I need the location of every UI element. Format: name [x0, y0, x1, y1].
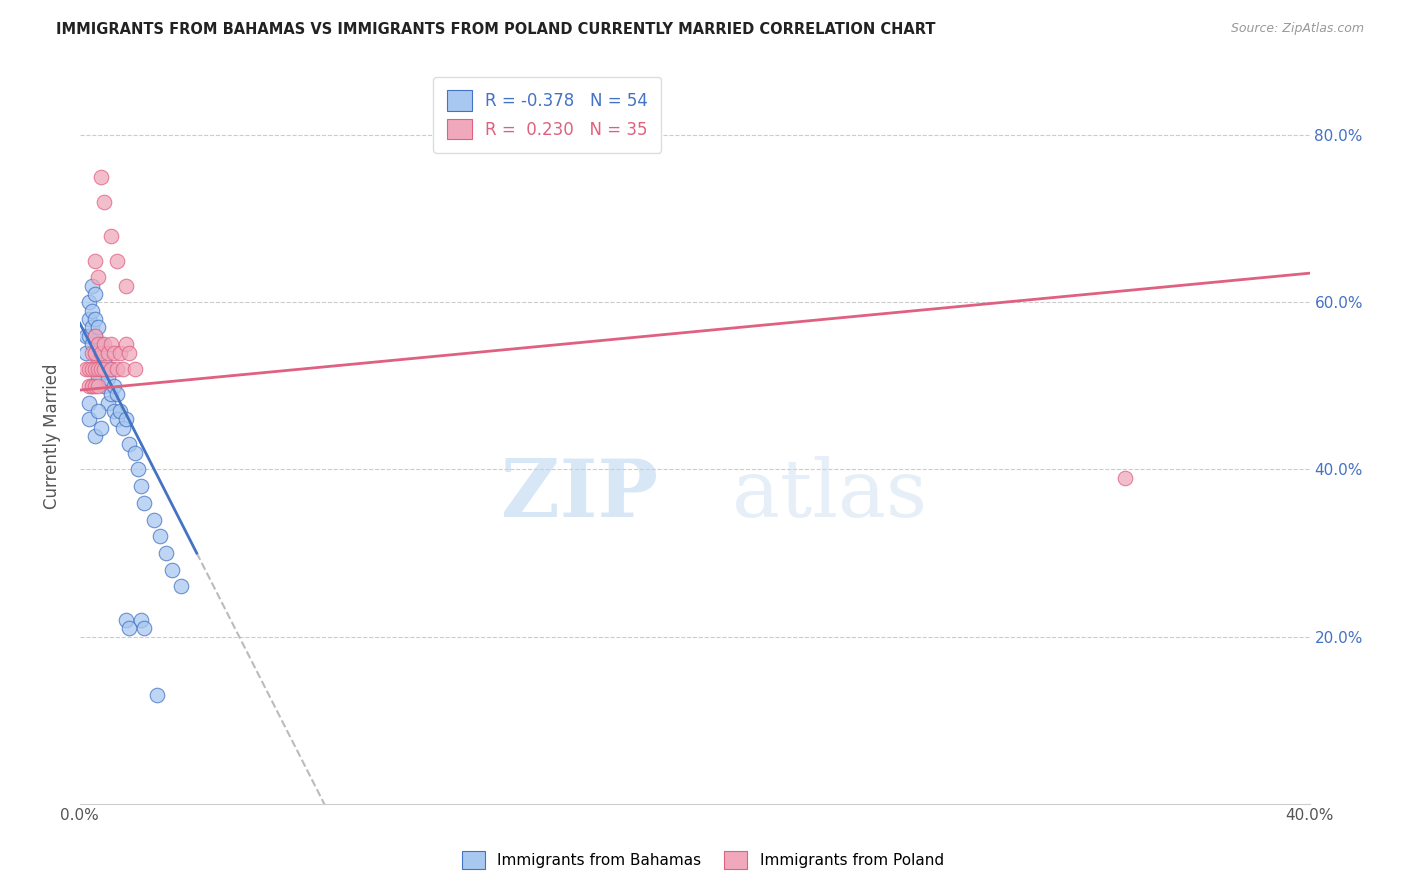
- Point: [127, 462, 149, 476]
- Legend: R = -0.378   N = 54, R =  0.230   N = 35: R = -0.378 N = 54, R = 0.230 N = 35: [433, 77, 661, 153]
- Point: [100, 387, 122, 401]
- Point: [131, 479, 153, 493]
- Point: [87, 404, 110, 418]
- Point: [82, 278, 104, 293]
- Point: [87, 337, 110, 351]
- Point: [124, 446, 146, 460]
- Point: [75, 345, 97, 359]
- Point: [87, 354, 110, 368]
- Point: [87, 337, 110, 351]
- Point: [93, 195, 115, 210]
- Point: [90, 362, 112, 376]
- Point: [84, 345, 107, 359]
- Point: [84, 362, 107, 376]
- Point: [90, 345, 112, 359]
- Point: [93, 379, 115, 393]
- Point: [87, 270, 110, 285]
- Point: [87, 370, 110, 384]
- Point: [103, 404, 125, 418]
- Point: [105, 387, 128, 401]
- Point: [118, 437, 141, 451]
- Point: [103, 379, 125, 393]
- Point: [87, 362, 110, 376]
- Legend: Immigrants from Bahamas, Immigrants from Poland: Immigrants from Bahamas, Immigrants from…: [456, 845, 950, 875]
- Point: [108, 404, 131, 418]
- Point: [111, 421, 134, 435]
- Text: Source: ZipAtlas.com: Source: ZipAtlas.com: [1230, 22, 1364, 36]
- Text: ZIP: ZIP: [501, 456, 658, 534]
- Point: [77, 395, 100, 409]
- Point: [82, 320, 104, 334]
- Point: [115, 278, 138, 293]
- Point: [134, 621, 156, 635]
- Point: [115, 412, 138, 426]
- Point: [111, 362, 134, 376]
- Point: [90, 337, 112, 351]
- Point: [82, 337, 104, 351]
- Point: [145, 688, 167, 702]
- Point: [115, 337, 138, 351]
- Point: [105, 253, 128, 268]
- Point: [77, 295, 100, 310]
- Point: [96, 370, 118, 384]
- Text: IMMIGRANTS FROM BAHAMAS VS IMMIGRANTS FROM POLAND CURRENTLY MARRIED CORRELATION : IMMIGRANTS FROM BAHAMAS VS IMMIGRANTS FR…: [56, 22, 936, 37]
- Point: [105, 362, 128, 376]
- Point: [155, 546, 177, 560]
- Point: [103, 345, 125, 359]
- Text: atlas: atlas: [731, 456, 927, 534]
- Point: [82, 379, 104, 393]
- Point: [75, 362, 97, 376]
- Point: [87, 320, 110, 334]
- Point: [134, 496, 156, 510]
- Point: [77, 379, 100, 393]
- Point: [115, 613, 138, 627]
- Point: [77, 362, 100, 376]
- Point: [84, 287, 107, 301]
- Point: [77, 312, 100, 326]
- Point: [96, 395, 118, 409]
- Point: [118, 345, 141, 359]
- Point: [84, 328, 107, 343]
- Point: [170, 579, 193, 593]
- Point: [82, 345, 104, 359]
- Point: [77, 412, 100, 426]
- Point: [93, 337, 115, 351]
- Point: [118, 621, 141, 635]
- Point: [142, 513, 165, 527]
- Point: [77, 328, 100, 343]
- Point: [100, 228, 122, 243]
- Point: [90, 362, 112, 376]
- Point: [1114, 471, 1136, 485]
- Point: [84, 328, 107, 343]
- Point: [96, 345, 118, 359]
- Point: [84, 362, 107, 376]
- Point: [90, 170, 112, 185]
- Point: [100, 362, 122, 376]
- Point: [108, 345, 131, 359]
- Y-axis label: Currently Married: Currently Married: [44, 363, 60, 508]
- Point: [90, 421, 112, 435]
- Point: [84, 253, 107, 268]
- Point: [93, 362, 115, 376]
- Point: [93, 354, 115, 368]
- Point: [84, 379, 107, 393]
- Point: [82, 362, 104, 376]
- Point: [84, 345, 107, 359]
- Point: [82, 303, 104, 318]
- Point: [75, 328, 97, 343]
- Point: [100, 362, 122, 376]
- Point: [84, 429, 107, 443]
- Point: [84, 312, 107, 326]
- Point: [149, 529, 172, 543]
- Point: [131, 613, 153, 627]
- Point: [87, 379, 110, 393]
- Point: [100, 337, 122, 351]
- Point: [124, 362, 146, 376]
- Point: [105, 412, 128, 426]
- Point: [160, 563, 183, 577]
- Point: [82, 379, 104, 393]
